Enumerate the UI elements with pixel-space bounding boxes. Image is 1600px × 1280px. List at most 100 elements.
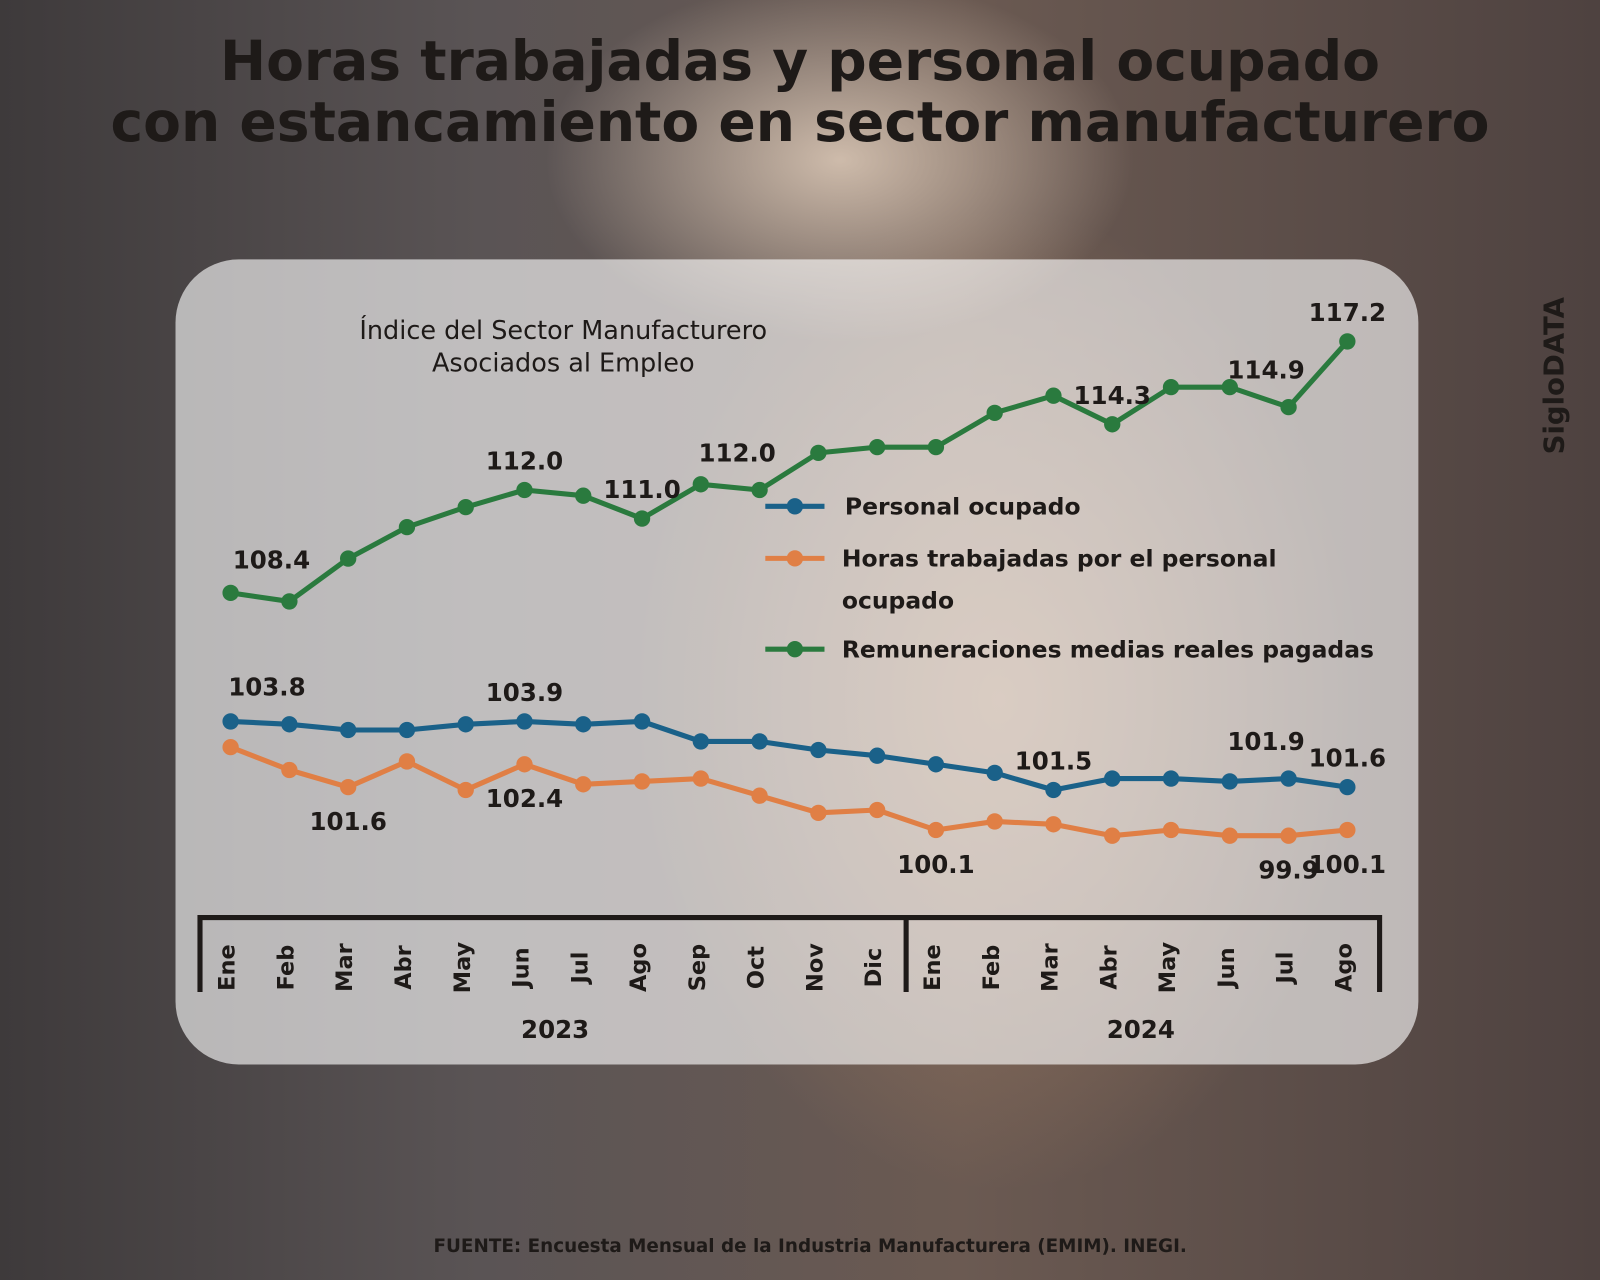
legend-label-personal: Personal ocupado — [845, 492, 1081, 520]
data-point — [1162, 378, 1180, 396]
legend-marker-personal — [786, 498, 804, 515]
legend-marker-remuneraciones — [786, 641, 804, 658]
data-point — [633, 713, 651, 730]
data-point — [810, 444, 827, 462]
data-label: 103.9 — [486, 678, 563, 707]
legend-marker-horas — [786, 550, 804, 567]
data-point — [633, 773, 651, 790]
data-point — [222, 738, 239, 756]
data-point — [1104, 827, 1121, 844]
data-point — [1045, 781, 1062, 799]
data-point — [1280, 398, 1297, 416]
data-point — [1045, 387, 1062, 404]
data-point — [986, 764, 1003, 782]
x-tick-label: Mar — [332, 943, 358, 992]
x-tick-label: Mar — [1038, 943, 1064, 992]
legend-label-remuneraciones: Remuneraciones medias reales pagadas — [842, 635, 1374, 663]
data-label: 101.5 — [1015, 747, 1092, 776]
series-line-2 — [230, 339, 1350, 604]
data-label: 101.9 — [1227, 727, 1304, 756]
data-point — [222, 584, 239, 602]
data-point — [516, 756, 533, 773]
data-point — [398, 721, 416, 739]
data-point — [1339, 821, 1356, 839]
x-tick-label: Jun — [509, 947, 535, 989]
series-line-1 — [229, 744, 1348, 839]
data-label: 112.0 — [486, 447, 563, 476]
data-point — [575, 716, 592, 733]
data-label: 112.0 — [698, 438, 775, 467]
data-point — [398, 518, 416, 536]
x-tick-label: Ene — [215, 944, 241, 991]
data-label: 117.2 — [1309, 298, 1386, 327]
x-tick-label: May — [450, 941, 476, 993]
data-point — [340, 721, 357, 739]
data-point — [751, 787, 768, 804]
data-point — [281, 716, 298, 733]
data-point — [751, 481, 768, 499]
data-point — [927, 756, 945, 773]
data-label: 101.6 — [309, 807, 386, 836]
x-tick-label: Ene — [920, 944, 946, 991]
data-point — [692, 770, 709, 787]
data-point — [1221, 827, 1238, 844]
data-point — [1104, 416, 1121, 433]
data-point — [868, 801, 886, 819]
data-point — [810, 804, 827, 822]
x-tick-label: Abr — [391, 945, 417, 990]
x-tick-label: May — [1155, 941, 1181, 993]
x-tick-label: Sep — [685, 944, 711, 991]
year-label-2024: 2024 — [1107, 1015, 1175, 1044]
plot-area — [222, 333, 1356, 844]
x-tick-label: Jun — [1214, 947, 1240, 989]
data-label: 100.1 — [897, 850, 974, 879]
legend-label-horas-2: ocupado — [842, 586, 954, 614]
chart-card — [175, 259, 1419, 1065]
data-point — [398, 753, 416, 770]
data-point — [222, 713, 239, 730]
data-label: 108.4 — [233, 545, 310, 574]
data-point — [1280, 827, 1297, 844]
x-tick-label: Ago — [1331, 943, 1357, 992]
data-point — [1162, 770, 1180, 787]
x-tick-label: Jul — [1273, 952, 1299, 986]
data-point — [281, 593, 298, 610]
data-point — [868, 438, 886, 456]
data-label: 114.9 — [1227, 356, 1304, 385]
data-point — [1221, 378, 1238, 396]
x-tick-label: Oct — [744, 946, 770, 989]
legend: Personal ocupado Horas trabajadas por el… — [765, 492, 1374, 663]
data-point — [1221, 773, 1238, 790]
brand-logo: SigloDATA — [1538, 296, 1570, 454]
data-point — [927, 821, 945, 839]
data-point — [516, 481, 533, 499]
data-point — [575, 776, 592, 793]
data-point — [516, 713, 533, 730]
data-point — [692, 733, 709, 750]
data-label: 111.0 — [603, 475, 680, 504]
x-tick-label: Feb — [273, 945, 299, 991]
x-tick-label: Feb — [979, 945, 1005, 991]
data-point — [1045, 816, 1062, 833]
data-point — [927, 438, 945, 456]
data-label: 114.3 — [1074, 381, 1151, 410]
x-tick-label: Abr — [1096, 945, 1122, 990]
data-point — [692, 476, 709, 493]
x-tick-label: Ago — [626, 943, 652, 992]
data-point — [1339, 778, 1356, 796]
data-point — [281, 761, 298, 779]
data-point — [457, 498, 474, 516]
data-point — [1339, 333, 1356, 350]
x-tick-labels: Ene Feb Mar Abr May Jun Jul Ago Sep Oct Nov Dic Ene F… — [215, 941, 1358, 993]
x-axis-bracket — [197, 915, 1383, 993]
x-tick-label: Jul — [567, 952, 593, 986]
data-point — [457, 781, 474, 799]
data-point — [751, 733, 768, 750]
data-point — [810, 741, 827, 759]
title-line-2: con estancamiento en sector manufacturer… — [111, 90, 1490, 154]
title-line-1: Horas trabajadas y personal ocupado — [220, 29, 1380, 93]
data-point — [986, 404, 1003, 422]
legend-label-horas-1: Horas trabajadas por el personal — [842, 545, 1277, 573]
